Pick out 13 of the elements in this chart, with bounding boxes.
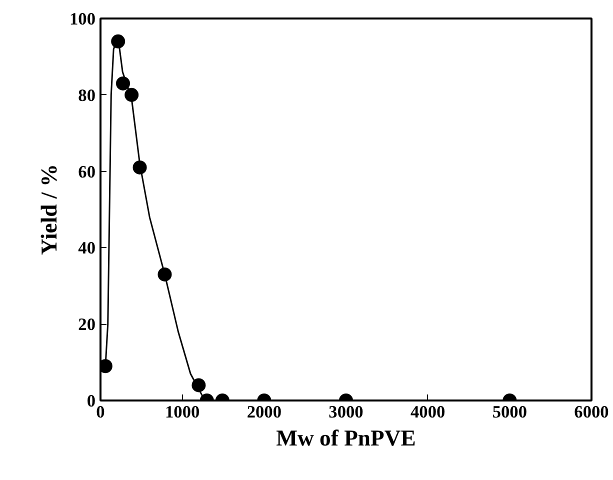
y-tick-label: 80: [78, 86, 96, 105]
x-tick-label: 2000: [246, 402, 282, 422]
x-tick-label: 3000: [328, 402, 364, 422]
y-tick-label: 20: [78, 315, 96, 334]
y-tick-label: 40: [78, 238, 96, 258]
x-tick-label: 4000: [410, 402, 446, 422]
x-tick-label: 6000: [574, 402, 609, 422]
x-tick-label: 1000: [165, 402, 200, 422]
y-tick-label: 100: [70, 10, 96, 28]
x-axis-title: Mw of PnPVE: [276, 426, 416, 450]
y-tick-label: 60: [78, 162, 96, 182]
x-tick-label: 5000: [492, 402, 527, 422]
y-axis-title: Yield / %: [36, 164, 62, 256]
